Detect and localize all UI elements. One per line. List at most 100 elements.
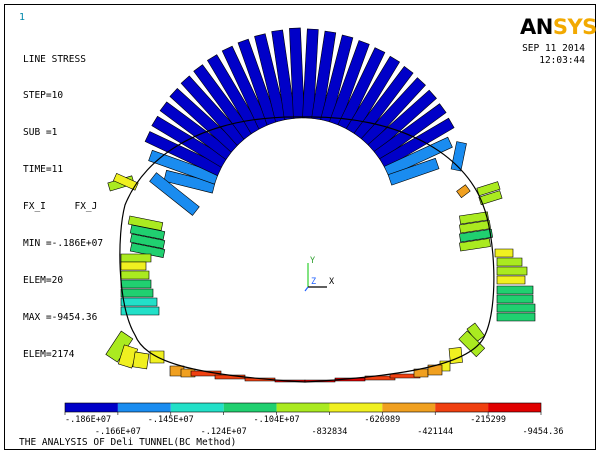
legend-swatch	[488, 403, 541, 412]
stress-bar	[129, 242, 166, 258]
stress-bar	[427, 364, 443, 376]
stress-bar	[496, 275, 526, 285]
stress-bar	[320, 34, 354, 123]
stress-bar	[379, 117, 455, 169]
legend-swatch	[223, 403, 277, 412]
stress-bar	[289, 27, 305, 119]
stress-bar	[496, 294, 534, 304]
legend-swatch	[170, 403, 224, 412]
stress-bar	[456, 184, 471, 199]
legend-label: -.186E+07	[65, 415, 111, 425]
stress-bar	[206, 54, 262, 135]
stress-bar	[459, 220, 491, 234]
legend-label: -.145E+07	[148, 415, 194, 425]
stress-bar	[458, 330, 486, 358]
stress-bar	[496, 285, 534, 295]
tunnel-stress-diagram	[105, 27, 536, 383]
param-line: LINE STRESS	[23, 53, 86, 65]
stress-bar	[169, 87, 240, 153]
axis-label-z: Z	[311, 277, 316, 287]
param-line: ELEM=2174	[23, 348, 75, 360]
legend-swatch	[276, 403, 330, 412]
stress-bar	[353, 65, 414, 141]
plot-parameters: LINE STRESS STEP=10 SUB =1 TIME=11 FX_I …	[23, 29, 103, 386]
legend-label: -832834	[312, 427, 348, 437]
window-number: 1	[19, 12, 26, 23]
ansys-logo: ANSYS	[520, 15, 597, 39]
param-line: STEP=10	[23, 90, 64, 102]
graphics-window[interactable]: Y Z X -.186E+07 -.145E+07 -.104E+07 -626989 -2…	[4, 4, 597, 450]
stress-bar	[373, 103, 447, 161]
stress-bar	[496, 312, 536, 322]
stress-bar	[254, 33, 287, 123]
stress-bar	[383, 136, 453, 177]
z-axis-line	[304, 286, 309, 292]
stress-bar	[237, 38, 278, 126]
legend-border	[64, 402, 542, 413]
stress-bar	[148, 149, 219, 185]
legend-swatch	[435, 403, 489, 412]
stress-bar	[311, 30, 337, 121]
stress-bar	[367, 89, 437, 154]
stress-bar	[180, 75, 246, 146]
stress-bar	[459, 211, 489, 225]
axis-label-y: Y	[310, 256, 315, 266]
stress-bar	[337, 47, 386, 130]
stress-bar	[120, 279, 152, 289]
stress-bar	[360, 77, 426, 147]
legend-label: -.124E+07	[201, 427, 247, 437]
stress-bar	[271, 29, 296, 121]
stress-bar	[144, 131, 223, 177]
param-line: MIN =-.186E+07	[23, 238, 104, 250]
stress-bar	[120, 261, 147, 271]
stress-plot: Y Z X -.186E+07 -.145E+07 -.104E+07 -626989 -2…	[64, 27, 564, 437]
axis-label-x: X	[329, 277, 335, 287]
param-line: TIME=11	[23, 164, 64, 176]
stress-bar	[113, 173, 139, 191]
stress-bar	[129, 224, 166, 240]
legend-label: -215299	[470, 415, 506, 425]
param-line: MAX =-9454.36	[23, 311, 98, 323]
date-text: SEP 11 2014	[522, 43, 585, 54]
stress-bar	[120, 288, 154, 298]
stress-bar	[159, 101, 233, 161]
stress-bar	[120, 306, 160, 316]
stress-bar	[496, 266, 528, 276]
stress-bar	[120, 270, 150, 280]
date-stamp: SEP 11 2014 12:03:44	[522, 43, 585, 68]
axis-triad: Y Z X	[304, 256, 335, 292]
stress-bar	[302, 28, 319, 119]
stress-bar	[163, 169, 216, 194]
contour-legend: -.186E+07 -.145E+07 -.104E+07 -626989 -21529…	[64, 402, 564, 437]
legend-label: -9454.36	[523, 427, 564, 437]
param-line: FX_I FX_J	[23, 201, 98, 213]
stress-bar	[459, 228, 493, 243]
stress-bar	[478, 190, 503, 206]
plot-title: THE ANALYSIS OF Deli TUNNEL(BC Method)	[19, 437, 237, 448]
stress-bar	[129, 233, 166, 249]
legend-label: -.104E+07	[254, 415, 300, 425]
stress-bar	[387, 157, 440, 186]
stress-bar	[149, 172, 200, 216]
tunnel-outline	[119, 116, 495, 383]
legend-swatch	[65, 403, 118, 412]
stress-bar	[345, 55, 401, 135]
stress-bar	[496, 257, 523, 267]
stress-bar	[120, 297, 158, 307]
param-line: ELEM=20	[23, 274, 64, 286]
stress-bar	[221, 45, 270, 130]
legend-label: -421144	[417, 427, 453, 437]
stress-bar	[120, 253, 152, 263]
stress-bar	[193, 64, 254, 140]
stress-bar	[494, 248, 514, 258]
time-text: 12:03:44	[539, 55, 585, 67]
legend-label: -.166E+07	[95, 427, 141, 437]
stress-bar	[151, 115, 228, 168]
stress-bar	[132, 351, 150, 370]
legend-label: -626989	[364, 415, 400, 425]
legend-swatch	[382, 403, 436, 412]
stress-bar	[496, 303, 536, 313]
legend-swatch	[117, 403, 171, 412]
stress-bar	[459, 238, 491, 252]
stress-bar	[329, 40, 370, 126]
